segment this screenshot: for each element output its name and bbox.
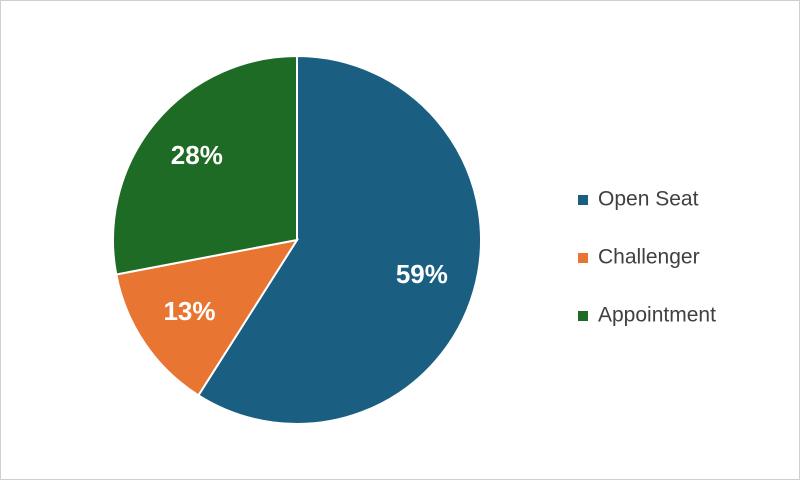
pie-slice (112, 54, 298, 276)
pie: 59% 13% 28% (112, 54, 482, 425)
legend-swatch (578, 311, 588, 321)
legend-swatch (578, 195, 588, 205)
data-label: 59% (396, 259, 448, 289)
legend-label: Appointment (598, 304, 716, 327)
legend-label: Challenger (598, 246, 700, 269)
legend: Open Seat Challenger Appointment (578, 188, 716, 327)
pie-slice (197, 54, 482, 425)
pie-slice (115, 238, 300, 397)
legend-swatch (578, 253, 588, 263)
legend-label: Open Seat (598, 188, 699, 211)
data-label: 13% (163, 296, 215, 326)
data-label: 28% (171, 140, 223, 170)
